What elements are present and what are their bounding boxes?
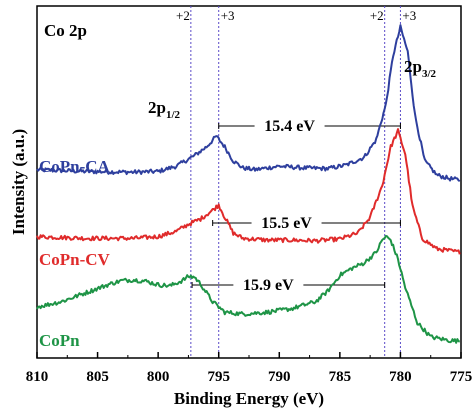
peak-label-2p32-main: 2p xyxy=(404,57,422,76)
splitting-annotations: 15.4 eV 15.5 eV 15.9 eV xyxy=(191,116,401,294)
reference-label-0: +2 xyxy=(176,8,190,23)
chart-title: Co 2p xyxy=(44,21,87,40)
reference-label-2: +2 xyxy=(370,8,384,23)
x-tick-label-810: 810 xyxy=(26,369,49,385)
peak-label-2p12-main: 2p xyxy=(148,98,166,117)
x-tick-label-780: 780 xyxy=(389,369,412,385)
x-tick-label-790: 790 xyxy=(268,369,291,385)
reference-label-3: +3 xyxy=(402,8,416,23)
y-axis-title: Intensity (a.u.) xyxy=(9,129,28,235)
x-axis-ticks: 810 805 800 795 790 785 780 775 xyxy=(26,352,473,385)
peak-label-2p12: 2p1/2 xyxy=(148,98,181,121)
x-tick-label-775: 775 xyxy=(450,369,473,385)
series-labels: CoPn-CA CoPn-CV CoPn xyxy=(39,157,111,350)
splitting-label-bg-0 xyxy=(254,116,325,134)
series-lines xyxy=(36,24,461,344)
splitting-label-2: 15.9 eV xyxy=(243,277,294,294)
peak-label-2p32: 2p3/2 xyxy=(404,57,437,80)
series-label-copn-ca: CoPn-CA xyxy=(39,157,111,176)
series-line-copn xyxy=(36,234,460,344)
reference-lines: +2 +3 +2 +3 xyxy=(176,6,416,358)
series-line-copn-ca xyxy=(36,24,461,183)
x-tick-label-805: 805 xyxy=(86,369,109,385)
x-axis-title: Binding Energy (eV) xyxy=(174,389,324,408)
reference-label-1: +3 xyxy=(221,8,235,23)
splitting-label-bg-2 xyxy=(233,275,304,293)
splitting-label-0: 15.4 eV xyxy=(264,118,315,135)
plot-frame xyxy=(36,5,462,359)
splitting-label-1: 15.5 eV xyxy=(261,215,312,232)
peak-label-2p12-sub: 1/2 xyxy=(166,109,181,121)
x-tick-label-800: 800 xyxy=(147,369,170,385)
peak-label-2p32-sub: 3/2 xyxy=(422,68,437,80)
splitting-label-bg-1 xyxy=(251,213,322,231)
series-label-copn-cv: CoPn-CV xyxy=(39,250,111,269)
series-line-copn-cv xyxy=(36,128,461,255)
x-tick-label-785: 785 xyxy=(329,369,352,385)
series-label-copn: CoPn xyxy=(39,331,80,350)
x-tick-label-795: 795 xyxy=(207,369,230,385)
